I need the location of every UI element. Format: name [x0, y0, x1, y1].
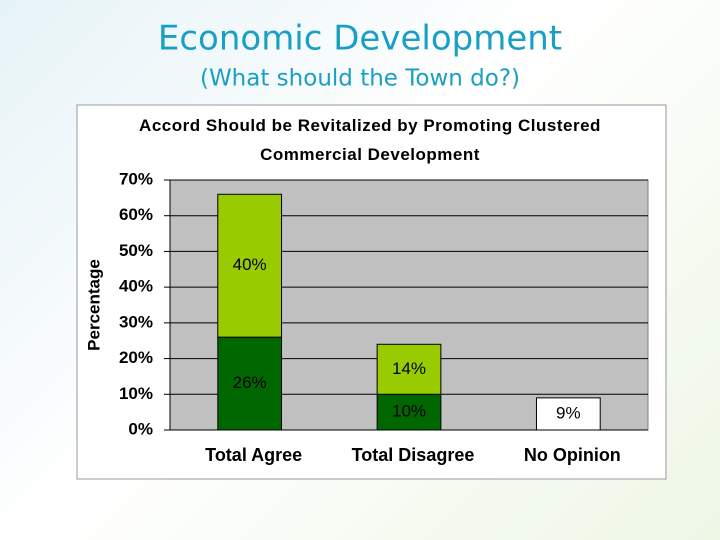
y-tick-label: 20%	[119, 348, 153, 367]
y-tick-label: 10%	[119, 384, 153, 403]
data-label: 14%	[392, 359, 426, 378]
chart-title: Accord Should be Revitalized by Promotin…	[139, 116, 601, 164]
bar-segment	[217, 193, 283, 338]
y-tick-label: 60%	[119, 205, 153, 224]
data-label: 40%	[233, 255, 267, 274]
y-tick-label: 0%	[128, 419, 153, 438]
slide-title: Economic Development	[158, 19, 562, 59]
y-axis-title: Percentage	[84, 259, 103, 351]
y-tick-label: 70%	[119, 169, 153, 188]
x-tick-label: Total Agree	[205, 445, 302, 465]
slide-subtitle: (What should the Town do?)	[200, 66, 520, 92]
y-tick-label: 40%	[119, 277, 153, 296]
data-label: 10%	[392, 402, 426, 421]
bar-segment	[535, 397, 601, 431]
x-tick-label: Total Disagree	[352, 445, 475, 465]
bar-segment	[376, 393, 442, 431]
data-label: 26%	[233, 373, 267, 392]
bar-segment	[376, 343, 442, 395]
y-tick-label: 30%	[119, 312, 153, 331]
x-tick-label: No Opinion	[524, 445, 621, 465]
data-label: 9%	[556, 403, 581, 422]
y-tick-label: 50%	[119, 241, 153, 260]
bar-segment	[217, 336, 283, 431]
